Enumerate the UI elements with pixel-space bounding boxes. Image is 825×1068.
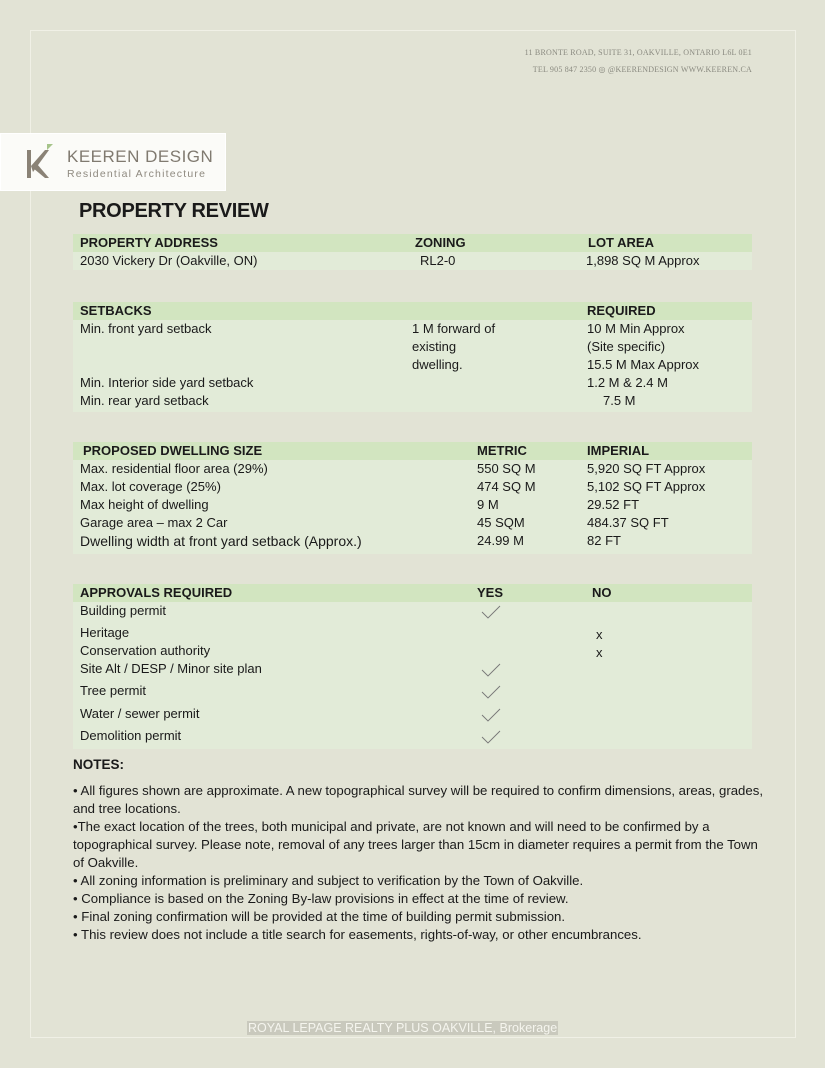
logo-k-icon <box>27 144 53 178</box>
note-item: • This review does not include a title s… <box>73 927 642 942</box>
checkmark-icon <box>481 708 501 722</box>
note-item: • Compliance is based on the Zoning By-l… <box>73 891 569 906</box>
no-mark: x <box>596 645 603 660</box>
setback-label: Min. front yard setback <box>80 321 212 336</box>
dwelling-header-band <box>73 442 752 460</box>
col-header: SETBACKS <box>80 303 152 318</box>
property-address: 2030 Vickery Dr (Oakville, ON) <box>80 253 258 268</box>
col-header: YES <box>477 585 504 600</box>
dwelling-imperial: 5,102 SQ FT Approx <box>587 479 706 494</box>
dwelling-row-label: Max height of dwelling <box>80 497 209 512</box>
setback-required: 1.2 M & 2.4 M <box>587 375 668 390</box>
setback-required: (Site specific) <box>587 339 666 354</box>
checkmark-icon <box>481 605 501 619</box>
dwelling-metric: 9 M <box>477 497 499 512</box>
dwelling-imperial: 5,920 SQ FT Approx <box>587 461 706 476</box>
dwelling-imperial: 82 FT <box>587 533 621 548</box>
notes-title: NOTES: <box>73 757 125 772</box>
dwelling-imperial: 484.37 SQ FT <box>587 515 669 530</box>
checkmark-icon <box>481 663 501 677</box>
property-body-band <box>73 252 752 270</box>
dwelling-row-label: Dwelling width at front yard setback (Ap… <box>80 533 362 549</box>
contact-line: TEL 905 847 2350 ◎ @KEERENDESIGN WWW.KEE… <box>532 65 752 74</box>
dwelling-row-label: Max. residential floor area (29%) <box>80 461 268 476</box>
setback-note: existing <box>412 339 457 354</box>
note-item: • All figures shown are approximate. A n… <box>73 783 763 816</box>
approval-label: Site Alt / DESP / Minor site plan <box>80 661 262 676</box>
dwelling-metric: 24.99 M <box>477 533 524 548</box>
col-header: IMPERIAL <box>587 443 650 458</box>
setback-note: dwelling. <box>412 357 463 372</box>
setback-required: 10 M Min Approx <box>587 321 685 336</box>
zoning-value: RL2-0 <box>420 253 456 268</box>
col-header: NO <box>592 585 612 600</box>
approvals-body-band <box>73 602 752 749</box>
address-line: 11 BRONTE ROAD, SUITE 31, OAKVILLE, ONTA… <box>524 48 752 57</box>
checkmark-icon <box>481 685 501 699</box>
approval-label: Tree permit <box>80 683 146 698</box>
col-header: APPROVALS REQUIRED <box>80 585 233 600</box>
approvals-header-band <box>73 584 752 602</box>
setback-required: 15.5 M Max Approx <box>587 357 699 372</box>
dwelling-row-label: Garage area – max 2 Car <box>80 515 228 530</box>
checkmark-icon <box>481 730 501 744</box>
dwelling-metric: 45 SQM <box>477 515 525 530</box>
col-header: REQUIRED <box>587 303 656 318</box>
dwelling-metric: 550 SQ M <box>477 461 536 476</box>
no-mark: x <box>596 627 603 642</box>
approval-label: Water / sewer permit <box>80 706 200 721</box>
setback-label: Min. Interior side yard setback <box>80 375 254 390</box>
note-item: • Final zoning confirmation will be prov… <box>73 909 566 924</box>
property-header-band <box>73 234 752 252</box>
approval-label: Demolition permit <box>80 728 182 743</box>
setbacks-header-band <box>73 302 752 320</box>
note-item: • All zoning information is preliminary … <box>73 873 584 888</box>
notes: NOTES: • All figures shown are approxima… <box>73 756 763 944</box>
page-frame <box>30 30 796 1038</box>
dwelling-metric: 474 SQ M <box>477 479 536 494</box>
setbacks-body-band <box>73 320 752 412</box>
note-item: •The exact location of the trees, both m… <box>73 819 758 870</box>
col-header: METRIC <box>477 443 527 458</box>
col-header: ZONING <box>415 235 466 250</box>
setback-note: 1 M forward of <box>412 321 496 336</box>
logo-tagline: Residential Architecture <box>67 168 207 180</box>
page-title: PROPERTY REVIEW <box>79 200 269 222</box>
col-header: PROPERTY ADDRESS <box>80 235 218 250</box>
dwelling-imperial: 29.52 FT <box>587 497 640 512</box>
approval-label: Conservation authority <box>80 643 211 658</box>
col-header: PROPOSED DWELLING SIZE <box>83 443 263 458</box>
dwelling-body-band <box>73 460 752 554</box>
setback-label: Min. rear yard setback <box>80 393 209 408</box>
lot-area-value: 1,898 SQ M Approx <box>586 253 700 268</box>
col-header: LOT AREA <box>588 235 654 250</box>
dwelling-row-label: Max. lot coverage (25%) <box>80 479 221 494</box>
setback-required: 7.5 M <box>603 393 636 408</box>
approval-label: Building permit <box>80 603 166 618</box>
brokerage-footer: ROYAL LEPAGE REALTY PLUS OAKVILLE, Broke… <box>247 1021 559 1035</box>
logo-name: KEEREN DESIGN <box>67 147 214 166</box>
approval-label: Heritage <box>80 625 130 640</box>
logo: KEEREN DESIGN Residential Architecture <box>0 133 226 191</box>
